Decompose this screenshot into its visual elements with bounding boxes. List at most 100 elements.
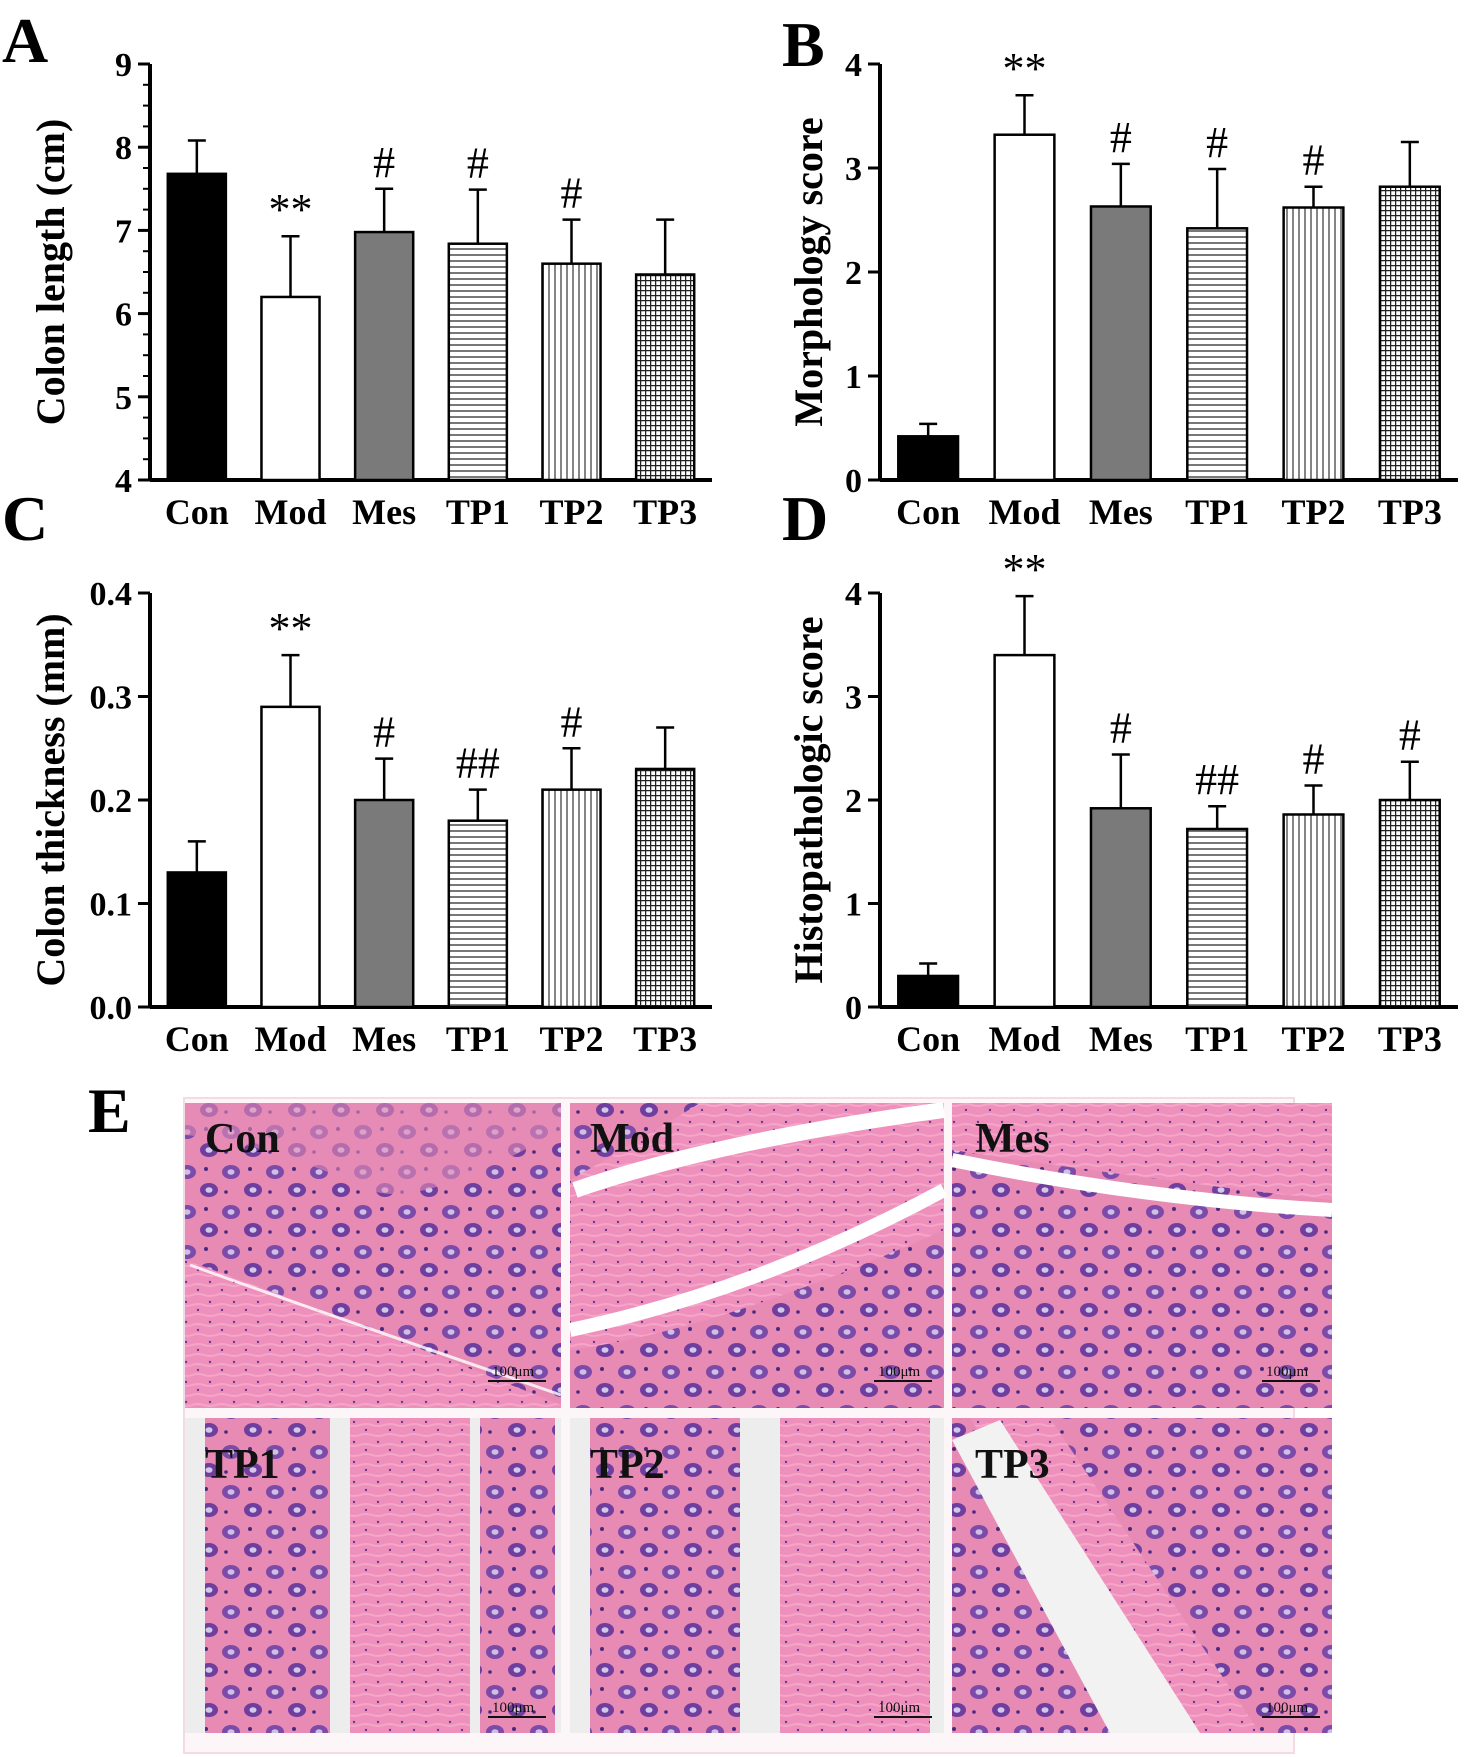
panel-c-y-tick-label: 0.3	[90, 680, 133, 717]
panel-d-significance-mark: #	[1399, 711, 1421, 760]
panel-d-bar-con	[897, 974, 960, 1009]
panel-a-significance-mark: #	[561, 169, 583, 218]
panel-c-x-tick-label: Con	[165, 1019, 229, 1059]
panel-a-x-tick-label: TP2	[539, 492, 603, 532]
svg-text:100μm: 100μm	[878, 1700, 921, 1716]
micrograph-label-con: Con	[205, 1116, 280, 1162]
panel-a-y-tick-label: 9	[115, 47, 132, 84]
panel-b-y-tick-label: 0	[845, 463, 862, 500]
scale-bar-tp3: 100μm	[1262, 1700, 1320, 1718]
panel-c-y-tick-label: 0.0	[90, 990, 133, 1027]
panel-b-x-tick-label: TP2	[1281, 492, 1345, 532]
panel-letter-e: E	[88, 1075, 131, 1146]
panel-b-x-tick-label: Mod	[989, 492, 1061, 532]
panel-d-y-tick-label: 2	[845, 783, 862, 820]
panel-b-y-axis-title: Morphology score	[786, 117, 831, 426]
panel-b-y-tick-label: 2	[845, 255, 862, 292]
panel-c-y-tick-label: 0.2	[90, 783, 133, 820]
panel-c-significance-mark: #	[373, 708, 395, 757]
scale-bar-con: 100μm	[488, 1364, 546, 1382]
micrograph-tp3	[952, 1418, 1332, 1733]
scale-bar-tp1: 100μm	[488, 1700, 546, 1718]
panel-b-bar-tp3	[1378, 185, 1441, 482]
scale-bar-mes: 100μm	[1262, 1364, 1320, 1382]
panel-a-x-tick-label: TP3	[633, 492, 697, 532]
panel-a-x-tick-label: TP1	[446, 492, 510, 532]
panel-c-x-tick-label: Mes	[352, 1019, 416, 1059]
panel-b-significance-mark: **	[1003, 44, 1047, 93]
panel-a-significance-mark: #	[373, 138, 395, 187]
micrograph-label-tp3: TP3	[975, 1442, 1050, 1488]
panel-c-significance-mark: #	[561, 697, 583, 746]
micrograph-grid: Con Mod Mes TP1 TP2 TP3 100μm 100μm 100μ…	[183, 1097, 1333, 1754]
svg-text:100μm: 100μm	[1266, 1364, 1309, 1380]
panel-a-y-tick-label: 7	[115, 213, 132, 250]
micrograph-con	[185, 1103, 562, 1408]
panel-a-y-tick-label: 8	[115, 130, 132, 167]
panel-a-y-axis-title: Colon length (cm)	[28, 119, 73, 426]
panel-d-bar-tp3	[1378, 798, 1441, 1009]
panel-c-significance-mark: ##	[456, 739, 500, 788]
micrograph-label-tp2: TP2	[590, 1442, 665, 1488]
panel-letter-d: D	[782, 483, 828, 554]
panel-b-significance-mark: #	[1110, 113, 1132, 162]
panel-a-significance-mark: #	[467, 139, 489, 188]
panel-a-significance-mark: **	[269, 185, 313, 234]
panel-d-x-tick-label: Mod	[989, 1019, 1061, 1059]
panel-d-x-tick-label: TP2	[1281, 1019, 1345, 1059]
panel-b-y-tick-label: 4	[845, 47, 862, 84]
panel-d-y-axis-title: Histopathologic score	[786, 616, 831, 983]
panel-d-y-tick-label: 3	[845, 680, 862, 717]
panel-b-y-tick-label: 3	[845, 151, 862, 188]
panel-a-bar-tp1	[447, 242, 509, 482]
panel-a-y-tick-label: 6	[115, 297, 132, 334]
panel-b-significance-mark: #	[1206, 118, 1228, 167]
panel-d-x-tick-label: TP1	[1185, 1019, 1249, 1059]
micrograph-label-mes: Mes	[975, 1116, 1050, 1162]
panel-d-x-tick-label: TP3	[1378, 1019, 1442, 1059]
panel-b-y-tick-label: 1	[845, 359, 862, 396]
panel-d-bar-mod	[993, 653, 1056, 1009]
micrograph-label-tp1: TP1	[205, 1442, 280, 1488]
panel-c-y-tick-label: 0.1	[90, 887, 133, 924]
panel-b-x-tick-label: Mes	[1089, 492, 1153, 532]
panel-d-bar-tp2	[1282, 813, 1345, 1009]
scale-bar-tp2: 100μm	[874, 1700, 932, 1718]
panel-a-bar-con	[166, 172, 228, 482]
panel-b-significance-mark: #	[1303, 136, 1325, 185]
micrograph-mod	[568, 1102, 948, 1408]
micrograph-tp2	[570, 1418, 944, 1733]
svg-text:100μm: 100μm	[878, 1364, 921, 1380]
panel-b-x-tick-label: TP1	[1185, 492, 1249, 532]
svg-text:100μm: 100μm	[1266, 1700, 1309, 1716]
panel-b-x-tick-label: TP3	[1378, 492, 1442, 532]
panel-c-x-tick-label: TP3	[633, 1019, 697, 1059]
panel-a-bar-tp3	[634, 273, 696, 482]
panel-d-x-tick-label: Mes	[1089, 1019, 1153, 1059]
panel-a-y-tick-label: 5	[115, 380, 132, 417]
panel-c-bar-con	[166, 871, 228, 1009]
chart-morphology-score: 0 1 2 3 4 Morphology score Con ** Mod # Mes # TP1 # TP…	[786, 44, 1458, 532]
micrograph-mes	[950, 1103, 1333, 1408]
scale-bar-mod: 100μm	[874, 1364, 932, 1382]
panel-b-bar-tp2	[1282, 206, 1345, 482]
panel-c-y-tick-label: 0.4	[90, 576, 133, 613]
panel-a-x-tick-label: Mod	[255, 492, 327, 532]
panel-letter-b: B	[782, 9, 825, 80]
panel-c-bar-tp2	[541, 788, 602, 1009]
panel-d-significance-mark: **	[1003, 545, 1047, 594]
panel-c-significance-mark: **	[269, 604, 313, 653]
panel-a-bar-tp2	[541, 262, 602, 482]
panel-d-significance-mark: ##	[1195, 755, 1239, 804]
panel-d-y-tick-label: 0	[845, 990, 862, 1027]
chart-colon-length: 4 5 6 7 8 9 Colon length (cm) Con ** Mod # Mes # TP1 #…	[28, 47, 712, 532]
panel-b-bar-mod	[993, 133, 1056, 482]
panel-d-x-tick-label: Con	[896, 1019, 960, 1059]
panel-d-y-tick-label: 4	[845, 576, 862, 613]
panel-c-x-tick-label: TP2	[539, 1019, 603, 1059]
svg-text:100μm: 100μm	[492, 1700, 535, 1716]
micrograph-label-mod: Mod	[590, 1116, 674, 1162]
panel-letter-a: A	[2, 5, 48, 76]
panel-d-significance-mark: #	[1303, 735, 1325, 784]
